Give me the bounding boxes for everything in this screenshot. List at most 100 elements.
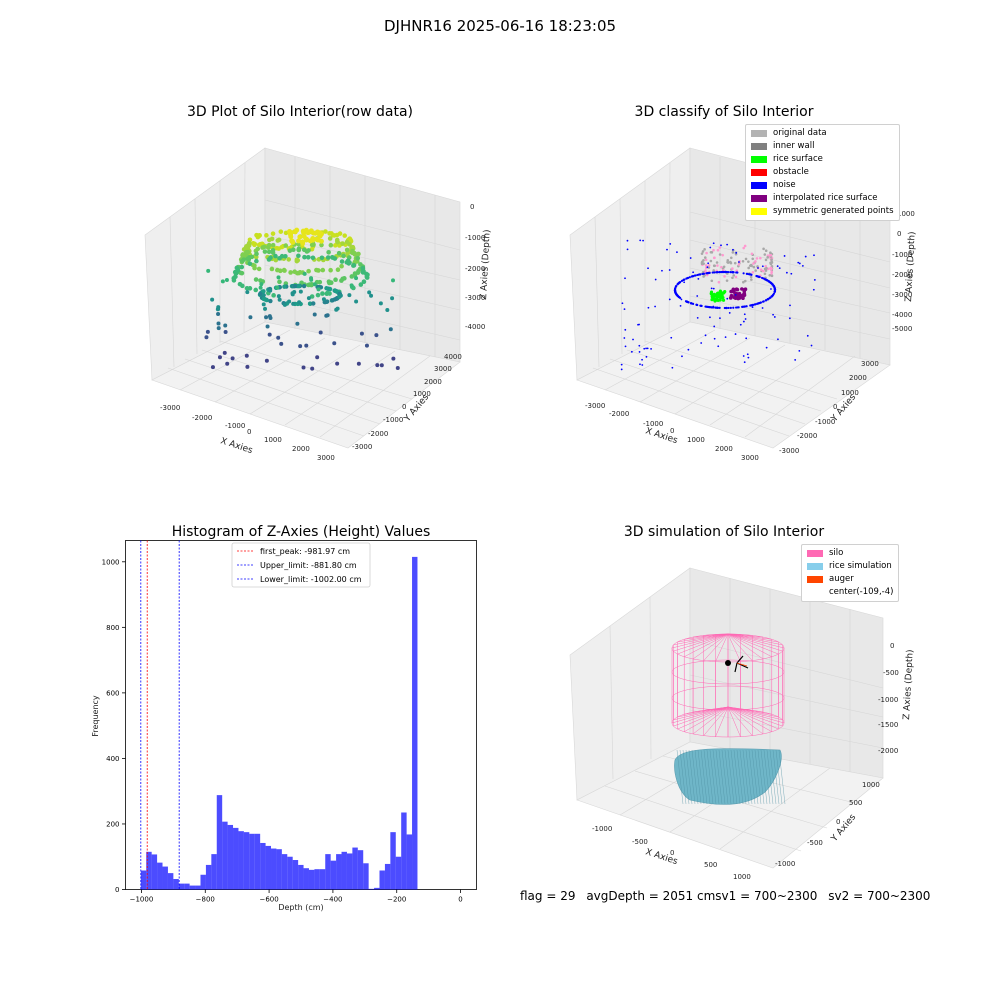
classify-point xyxy=(760,276,764,280)
histogram-ytick-label: 400 xyxy=(106,755,119,763)
raw-xtick: 3000 xyxy=(317,454,335,460)
classify-point xyxy=(729,306,732,309)
raw-point xyxy=(355,256,361,261)
classify-floor xyxy=(576,321,891,449)
histogram-bar xyxy=(412,556,418,890)
classify-point xyxy=(759,268,763,271)
simulation-3d-plot[interactable]: -1000 -500 0 500 1000 X Axies -1000 -500… xyxy=(565,560,925,880)
sim-ztick: -500 xyxy=(883,669,899,677)
histogram-bar xyxy=(374,887,380,890)
classify-point xyxy=(729,256,733,260)
classify-point xyxy=(742,280,745,284)
rice-mesh-line xyxy=(682,749,690,805)
raw-point xyxy=(335,267,341,273)
classify-point xyxy=(773,290,776,293)
silo-roof-line xyxy=(727,633,772,657)
raw-point xyxy=(327,236,333,241)
classify-point xyxy=(731,267,734,270)
histogram-vlines xyxy=(140,540,180,890)
classify-point xyxy=(690,302,692,305)
raw-point xyxy=(367,290,372,295)
raw-point xyxy=(330,298,335,303)
classify-point xyxy=(683,281,686,284)
histogram-ytick-label: 1000 xyxy=(102,558,120,566)
classify-point xyxy=(743,279,747,283)
classify-point xyxy=(745,305,748,308)
histogram-chart[interactable]: −1000 −800 −600 −400 −200 0 0 200 400 600 800 1000… xyxy=(80,530,490,920)
raw-3d-plot[interactable]: -3000 -2000 -1000 0 1000 2000 3000 X Axi… xyxy=(140,140,500,460)
classify-point xyxy=(769,266,773,270)
classify-point xyxy=(673,289,677,292)
classify-point xyxy=(638,351,641,353)
auger-tip xyxy=(736,662,748,667)
classify-point xyxy=(723,290,727,294)
silo-roof-line xyxy=(727,633,772,640)
histogram-ytick-label: 800 xyxy=(106,624,119,632)
histogram-xtick-label: 0 xyxy=(458,896,462,904)
raw-floor xyxy=(151,321,461,449)
classify-point xyxy=(641,364,644,366)
raw-point xyxy=(295,321,300,326)
histogram-bar xyxy=(303,868,309,890)
raw-point xyxy=(282,302,287,307)
raw-point xyxy=(369,293,374,298)
sim-x-ticks: -1000 -500 0 500 1000 xyxy=(592,825,751,880)
rice-mesh-line xyxy=(712,749,720,805)
classify-point xyxy=(737,291,742,296)
histogram-bar xyxy=(401,812,407,890)
classify-point xyxy=(706,271,709,275)
legend-swatch xyxy=(751,182,767,189)
classify-point xyxy=(716,264,719,267)
raw-point xyxy=(287,229,293,235)
raw-point xyxy=(309,276,314,281)
raw-point xyxy=(230,356,235,361)
rice-mesh-line xyxy=(751,749,759,805)
classify-point xyxy=(750,252,754,256)
raw-point xyxy=(269,266,275,272)
histogram-bar xyxy=(276,849,282,890)
histogram-xtick-label: −200 xyxy=(387,896,406,904)
raw-point xyxy=(339,278,344,283)
raw-point xyxy=(254,251,259,257)
raw-point xyxy=(210,297,215,302)
classify-point xyxy=(722,270,725,274)
raw-point xyxy=(356,251,361,257)
rice-mesh-line xyxy=(778,749,786,805)
raw-point xyxy=(233,271,239,276)
classify-xtick: 2000 xyxy=(715,445,733,453)
classify-point xyxy=(661,269,663,272)
raw-ytick: -3000 xyxy=(352,443,372,451)
classify-point xyxy=(801,264,804,267)
histogram-bar xyxy=(233,827,239,890)
rice-mesh-line xyxy=(757,749,765,805)
raw-xtick: -2000 xyxy=(192,414,212,422)
raw-point xyxy=(326,249,331,255)
raw-point xyxy=(296,253,301,259)
histogram-bar xyxy=(336,854,342,890)
raw-xtick: -3000 xyxy=(160,404,180,412)
histogram-bar xyxy=(287,856,293,890)
classify-point xyxy=(734,333,737,335)
auger-arm xyxy=(734,662,738,673)
raw-point xyxy=(253,277,259,282)
sim-xtick: -1000 xyxy=(592,825,612,833)
classify-xtick: 0 xyxy=(670,427,674,435)
classify-ztick: -4000 xyxy=(892,311,912,319)
classify-point xyxy=(751,270,755,274)
classify-ztick: -3000 xyxy=(892,291,912,299)
raw-point xyxy=(262,249,268,254)
histogram-bar xyxy=(205,864,212,890)
classify-point xyxy=(699,304,702,307)
raw-point xyxy=(323,229,328,234)
raw-point xyxy=(216,311,221,316)
classify-point xyxy=(735,287,740,292)
raw-point xyxy=(287,248,293,253)
raw-point xyxy=(223,329,228,334)
rice-mesh-line xyxy=(706,749,714,805)
raw-point xyxy=(354,299,359,304)
silo-roof-line xyxy=(727,633,741,662)
rice-mesh-line xyxy=(724,749,732,805)
raw-point xyxy=(388,327,393,332)
classify-point xyxy=(707,262,710,265)
rice-mesh-line xyxy=(688,749,696,805)
